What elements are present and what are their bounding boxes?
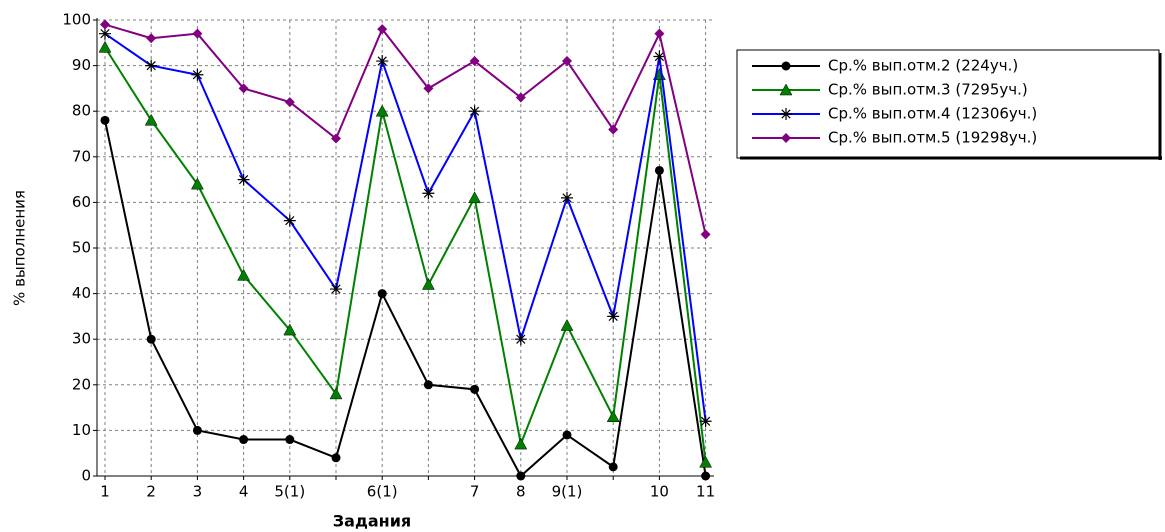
marker	[377, 289, 387, 299]
marker	[283, 214, 296, 227]
marker	[376, 55, 389, 68]
x-tick-label: 9(1)	[552, 483, 583, 501]
marker	[191, 68, 204, 81]
marker	[285, 435, 295, 445]
marker	[100, 19, 110, 30]
marker	[329, 387, 343, 400]
marker	[330, 283, 342, 296]
marker	[422, 187, 435, 200]
marker	[375, 104, 389, 117]
marker	[469, 56, 480, 67]
marker	[423, 83, 434, 94]
marker	[700, 229, 711, 240]
marker	[239, 435, 249, 445]
marker	[146, 33, 157, 44]
marker	[284, 97, 295, 108]
x-tick-label: 7	[470, 483, 480, 501]
marker	[423, 380, 433, 390]
marker	[470, 384, 480, 394]
marker	[421, 277, 435, 290]
marker	[561, 191, 573, 204]
x-tick-label: 6(1)	[367, 483, 398, 501]
marker	[781, 133, 791, 143]
marker	[237, 268, 251, 281]
marker	[654, 165, 664, 175]
y-tick-label: 80	[72, 102, 91, 120]
marker	[654, 28, 665, 39]
marker	[514, 437, 528, 450]
y-axis-label: % выполнения	[11, 190, 29, 306]
x-tick-label: 8	[516, 483, 526, 501]
marker	[653, 50, 666, 63]
marker	[515, 92, 526, 103]
legend-label: Ср.% вып.отм.3 (7295уч.)	[828, 81, 1028, 99]
x-tick-label: 1	[100, 483, 110, 501]
marker	[377, 24, 388, 35]
marker	[699, 415, 712, 428]
series-line	[104, 120, 707, 478]
marker	[98, 40, 112, 53]
y-tick-label: 50	[72, 239, 91, 257]
legend-label: Ср.% вып.отм.5 (19298уч.)	[828, 129, 1037, 147]
y-tick-label: 90	[72, 56, 91, 74]
legend-label: Ср.% вып.отм.4 (12306уч.)	[828, 105, 1037, 123]
marker	[781, 61, 791, 71]
x-tick-label: 3	[193, 483, 203, 501]
marker	[237, 173, 250, 186]
marker	[607, 310, 620, 323]
marker	[562, 430, 572, 440]
marker	[99, 27, 111, 40]
marker	[701, 471, 711, 481]
y-tick-label: 100	[62, 11, 91, 29]
marker	[146, 334, 156, 344]
marker	[145, 59, 158, 72]
x-tick-label: 11	[696, 483, 715, 501]
marker	[562, 56, 572, 67]
marker	[514, 333, 527, 346]
marker	[468, 191, 482, 204]
marker	[516, 471, 526, 481]
marker	[100, 115, 110, 125]
marker	[238, 83, 249, 94]
x-tick-label: 10	[650, 483, 669, 501]
marker	[699, 455, 713, 468]
marker	[283, 323, 297, 336]
series-line	[104, 32, 707, 422]
y-tick-label: 20	[72, 375, 91, 393]
marker	[192, 28, 203, 39]
y-tick-label: 10	[72, 421, 91, 439]
marker	[331, 133, 341, 144]
marker	[779, 83, 793, 96]
y-tick-label: 0	[81, 467, 91, 485]
marker	[468, 105, 481, 118]
marker	[560, 318, 574, 331]
marker	[608, 462, 618, 472]
series-line	[104, 23, 707, 235]
marker	[192, 425, 202, 435]
x-tick-label: 5(1)	[274, 483, 305, 501]
legend-label: Ср.% вып.отм.2 (224уч.)	[828, 57, 1018, 75]
marker	[144, 113, 158, 126]
marker	[606, 410, 620, 422]
marker	[190, 177, 204, 190]
y-tick-label: 30	[72, 330, 91, 348]
y-tick-label: 60	[72, 193, 91, 211]
x-tick-label: 2	[146, 483, 156, 501]
marker	[331, 453, 341, 463]
y-tick-label: 40	[72, 284, 91, 302]
x-tick-label: 4	[239, 483, 249, 501]
marker	[780, 108, 792, 120]
x-axis-label: Задания	[333, 512, 411, 531]
series-line	[104, 46, 707, 463]
marker	[608, 124, 619, 135]
y-tick-label: 70	[72, 147, 91, 165]
legend-box	[736, 49, 1160, 159]
